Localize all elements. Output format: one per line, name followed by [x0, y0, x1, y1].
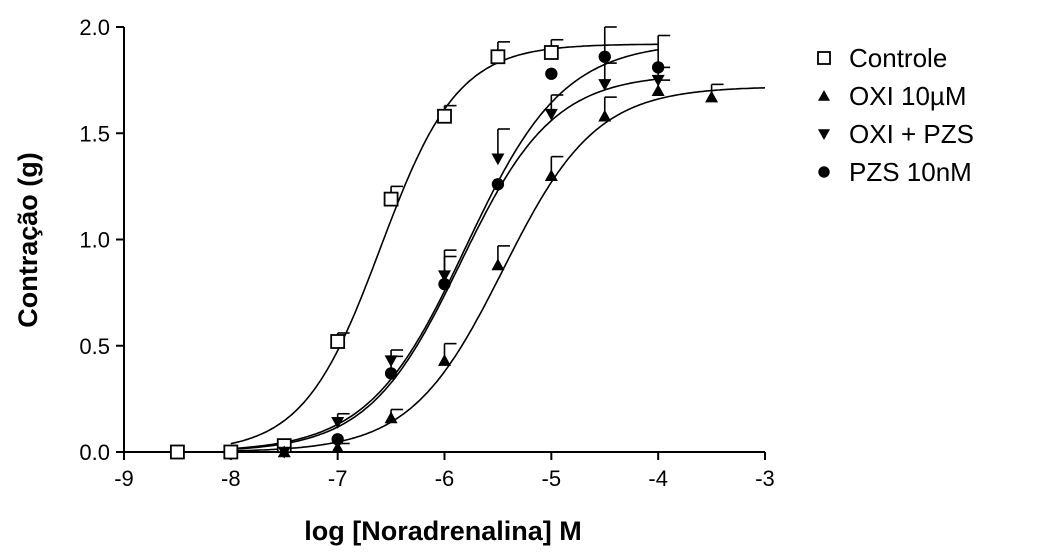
- data-point: [544, 169, 558, 181]
- x-tick-label: -8: [221, 466, 241, 491]
- data-point: [170, 444, 185, 460]
- data-point: [598, 79, 612, 91]
- legend-marker: [818, 90, 830, 101]
- data-point: [438, 354, 451, 366]
- plot-area: -9 -8 -7 -6 -5 -4 -3 0.0 0.5 1.0 1.5 2.0: [79, 15, 774, 491]
- data-point: [543, 45, 559, 60]
- legend: Controle OXI 10µM OXI + PZS PZS 10nM: [817, 43, 974, 187]
- data-point: [651, 74, 665, 87]
- legend-label: OXI + PZS: [849, 119, 974, 149]
- x-tick-label: -9: [114, 466, 134, 491]
- legend-marker: [817, 51, 831, 65]
- data-point: [331, 433, 344, 446]
- data-point: [330, 334, 346, 349]
- data-point: [544, 108, 558, 121]
- legend-label: OXI 10µM: [849, 81, 967, 111]
- data-point: [223, 444, 239, 460]
- data-point: [491, 178, 505, 191]
- data-point: [437, 108, 452, 124]
- legend-marker: [818, 129, 830, 140]
- data-point: [277, 446, 291, 459]
- fit-curve: [230, 48, 659, 450]
- fit-curve: [230, 87, 766, 452]
- data-point: [384, 367, 398, 380]
- x-axis-title: log [Noradrenalina] M: [304, 516, 582, 546]
- legend-label: Controle: [849, 43, 947, 73]
- y-axis-title: Contração (g): [13, 152, 43, 328]
- x-tick-label: -3: [755, 466, 775, 491]
- data-point: [491, 258, 505, 271]
- data-point: [491, 153, 505, 166]
- x-tick-label: -4: [648, 466, 668, 491]
- y-tick-label: 0.5: [79, 334, 110, 359]
- data-point: [545, 67, 558, 80]
- data-point: [598, 109, 612, 122]
- data-point: [331, 441, 345, 453]
- data-point: [490, 49, 506, 65]
- y-tick-label: 1.0: [79, 228, 110, 253]
- x-tick-label: -7: [328, 466, 348, 491]
- fit-curve: [230, 43, 659, 445]
- data-point: [331, 417, 345, 429]
- data-point: [438, 277, 451, 291]
- x-tick-label: -6: [435, 466, 455, 491]
- data-point: [383, 191, 399, 207]
- y-tick-label: 1.5: [79, 121, 110, 146]
- y-tick-label: 2.0: [79, 15, 110, 40]
- x-tick-label: -5: [542, 466, 562, 491]
- y-tick-label: 0.0: [79, 440, 110, 465]
- legend-label: PZS 10nM: [849, 157, 972, 187]
- fit-curve: [230, 78, 659, 451]
- data-point: [705, 90, 719, 103]
- data-point: [651, 61, 665, 74]
- data-point: [598, 50, 611, 63]
- data-point: [384, 411, 398, 424]
- data-point: [651, 84, 665, 96]
- legend-marker: [818, 166, 830, 178]
